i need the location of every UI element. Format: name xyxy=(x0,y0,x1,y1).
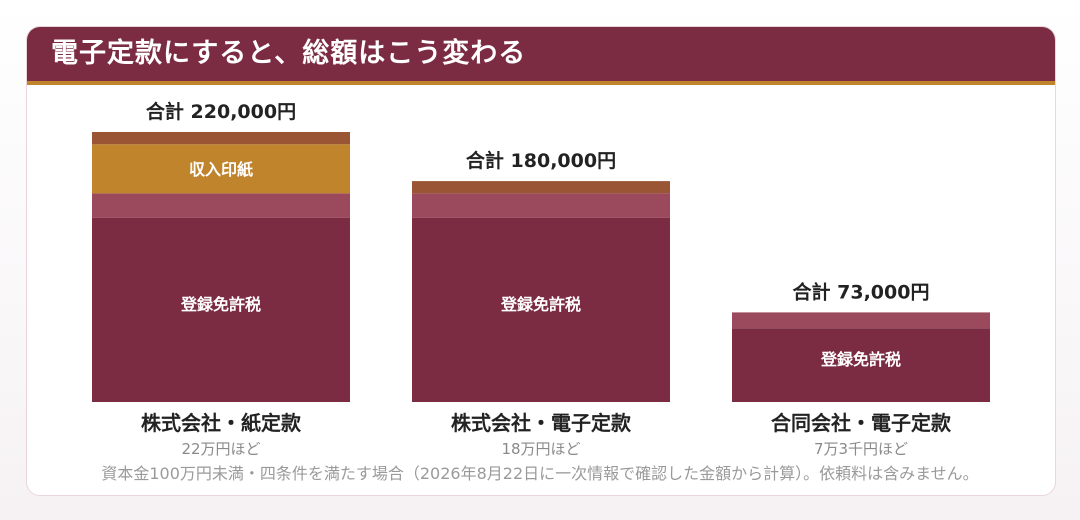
category-label: 合同会社・電子定款 xyxy=(771,411,952,435)
bar-segment-3-1 xyxy=(732,328,990,402)
footnote: 資本金100万円未満・四条件を満たす場合（2026年8月22日に一次情報で確認し… xyxy=(101,464,979,483)
total-label: 合計 180,000円 xyxy=(466,149,616,172)
bar-segment-2-2 xyxy=(412,193,670,218)
bar-segment-1-2 xyxy=(92,193,350,218)
total-label: 合計 220,000円 xyxy=(146,100,296,123)
category-label: 株式会社・電子定款 xyxy=(451,411,632,435)
category-subtitle: 18万円ほど xyxy=(501,440,580,458)
total-label: 合計 73,000円 xyxy=(793,280,930,303)
chart-title: 電子定款にすると、総額はこう変わる xyxy=(51,38,527,69)
header-bar: 電子定款にすると、総額はこう変わる xyxy=(27,27,1055,85)
bar-segment-3-2 xyxy=(732,312,990,329)
bar-segment-1-1 xyxy=(92,217,350,402)
category-subtitle: 22万円ほど xyxy=(181,440,260,458)
bar-segment-1-4 xyxy=(92,132,350,145)
segment-label: 登録免許税 xyxy=(180,295,261,314)
segment-label: 登録免許税 xyxy=(820,350,901,369)
category-subtitle: 7万3千円ほど xyxy=(814,440,908,458)
bar-segment-2-4 xyxy=(412,181,670,194)
category-label: 株式会社・紙定款 xyxy=(141,411,302,435)
segment-label: 収入印紙 xyxy=(189,160,253,179)
bar-segment-2-1 xyxy=(412,217,670,402)
segment-label: 登録免許税 xyxy=(500,295,581,314)
bar-segment-1-3 xyxy=(92,144,350,194)
